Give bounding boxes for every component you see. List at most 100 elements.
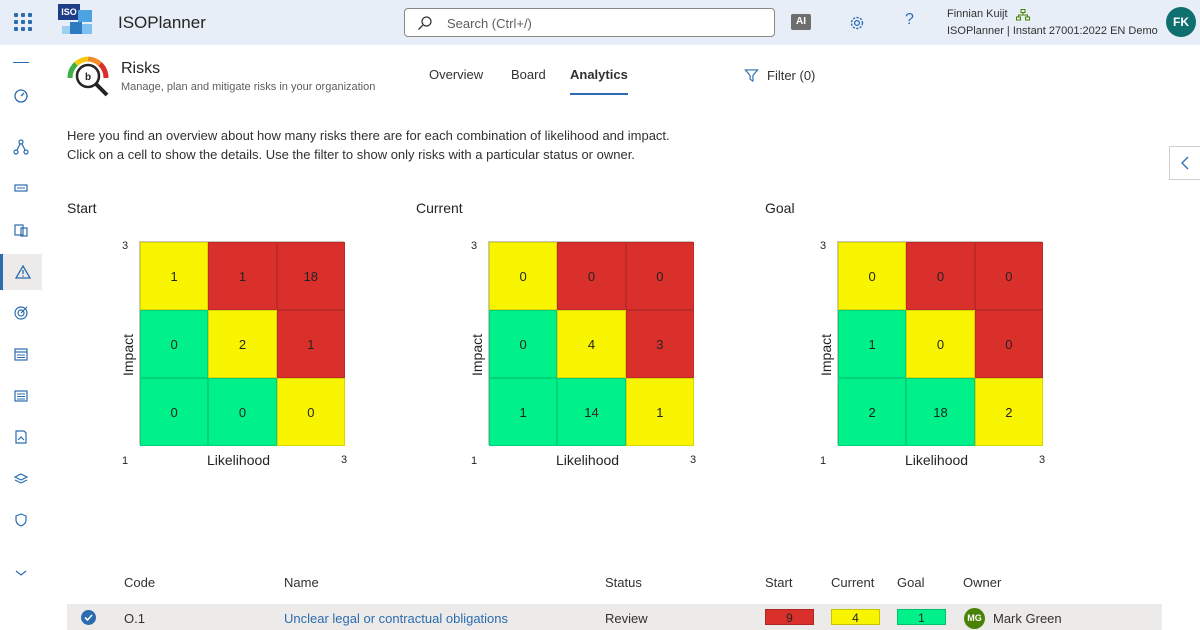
intro-text: Here you find an overview about how many…	[67, 126, 670, 164]
matrix-cell[interactable]: 1	[625, 378, 694, 446]
page-title: Risks	[121, 60, 161, 77]
matrix-cell[interactable]: 14	[557, 378, 626, 446]
rail-collapse-handle[interactable]	[13, 62, 29, 63]
nav-objectives[interactable]	[0, 295, 42, 331]
risk-matrix-grid: 0 0 0 0 4 3 1 14 1	[488, 241, 694, 446]
matrix-cell[interactable]: 0	[838, 242, 907, 310]
chevron-down-icon	[15, 570, 27, 576]
y-axis-max: 3	[820, 240, 827, 252]
nav-reports[interactable]	[0, 419, 42, 455]
matrix-cell[interactable]: 1	[838, 310, 907, 378]
nav-list[interactable]	[0, 378, 42, 414]
filter-button[interactable]: Filter (0)	[744, 68, 815, 83]
intro-line-1: Here you find an overview about how many…	[67, 128, 670, 143]
nav-dashboard[interactable]	[0, 78, 42, 114]
matrix-cell[interactable]: 3	[625, 310, 694, 378]
ai-button[interactable]: AI	[791, 14, 811, 30]
target-icon	[14, 306, 28, 320]
matrix-cell[interactable]: 18	[276, 242, 345, 310]
x-axis-min: 1	[471, 455, 478, 467]
table-row[interactable]: O.1 Unclear legal or contractual obligat…	[67, 604, 1162, 630]
x-axis-label: Likelihood	[556, 452, 620, 468]
app-launcher-icon[interactable]	[14, 13, 32, 31]
tenant-name: ISOPlanner | Instant 27001:2022 EN Demo	[947, 25, 1158, 37]
matrix-cell[interactable]: 2	[838, 378, 907, 446]
report-icon	[15, 430, 27, 444]
matrix-cell[interactable]: 0	[625, 242, 694, 310]
nav-calendar[interactable]	[0, 336, 42, 372]
shield-icon	[15, 513, 27, 527]
tab-overview[interactable]: Overview	[429, 67, 484, 82]
column-header-code[interactable]: Code	[124, 575, 156, 590]
network-icon	[13, 139, 29, 155]
matrix-cell[interactable]: 1	[140, 242, 209, 310]
org-chart-icon[interactable]	[1016, 9, 1030, 21]
matrix-cell[interactable]: 0	[557, 242, 626, 310]
nav-risks[interactable]	[0, 254, 42, 290]
nav-assets[interactable]	[0, 170, 42, 206]
matrix-cell[interactable]: 1	[208, 242, 277, 310]
gear-icon[interactable]	[848, 14, 866, 32]
column-header-current[interactable]: Current	[831, 575, 875, 590]
matrix-cell[interactable]: 0	[906, 242, 975, 310]
tab-analytics[interactable]: Analytics	[570, 67, 628, 95]
column-header-status[interactable]: Status	[605, 575, 642, 590]
x-axis-label: Likelihood	[905, 452, 969, 468]
row-name-link[interactable]: Unclear legal or contractual obligations	[284, 611, 509, 626]
matrix-cell[interactable]: 0	[208, 378, 277, 446]
matrix-cell[interactable]: 0	[140, 378, 209, 446]
intro-line-2: Click on a cell to show the details. Use…	[67, 147, 635, 162]
column-header-name[interactable]: Name	[284, 575, 319, 590]
filter-icon	[744, 69, 759, 83]
risk-matrix-grid: 1 1 18 0 2 1 0 0 0	[139, 241, 345, 446]
row-start-score: 9	[765, 609, 814, 625]
matrix-cell[interactable]: 2	[974, 378, 1043, 446]
matrix-cell[interactable]: 1	[276, 310, 345, 378]
nav-more[interactable]	[0, 555, 42, 591]
column-header-start[interactable]: Start	[765, 575, 793, 590]
nav-security[interactable]	[0, 502, 42, 538]
column-header-owner[interactable]: Owner	[963, 575, 1002, 590]
documents-icon	[14, 224, 28, 237]
logo-text: ISO	[58, 4, 80, 20]
help-icon[interactable]: ?	[905, 11, 914, 28]
row-selected-checkbox[interactable]	[81, 610, 96, 625]
row-owner[interactable]: Mark Green	[993, 611, 1062, 626]
y-axis-label: Impact	[469, 333, 485, 376]
user-avatar[interactable]: FK	[1166, 7, 1196, 37]
warning-icon	[14, 264, 31, 279]
matrix-cell[interactable]: 0	[489, 310, 558, 378]
tab-board[interactable]: Board	[511, 67, 546, 82]
left-nav-rail	[0, 45, 42, 630]
matrix-cell[interactable]: 0	[489, 242, 558, 310]
matrix-cell[interactable]: 0	[974, 242, 1043, 310]
matrix-cell[interactable]: 0	[276, 378, 345, 446]
matrix-cell[interactable]: 4	[557, 310, 626, 378]
y-axis-label: Impact	[818, 333, 834, 376]
y-axis-max: 3	[471, 240, 478, 252]
search-icon	[418, 16, 432, 30]
column-header-goal[interactable]: Goal	[897, 575, 925, 590]
x-axis-label: Likelihood	[207, 452, 271, 468]
matrix-cell[interactable]: 0	[140, 310, 209, 378]
isoplanner-logo[interactable]: ISO	[58, 4, 96, 40]
side-panel-toggle[interactable]	[1169, 146, 1200, 180]
nav-processes[interactable]	[0, 129, 42, 165]
matrix-cell[interactable]: 18	[906, 378, 975, 446]
nav-documents[interactable]	[0, 212, 42, 248]
matrix-cell[interactable]: 0	[906, 310, 975, 378]
matrix-title: Current	[416, 200, 463, 216]
search-box[interactable]	[404, 8, 775, 37]
matrix-cell[interactable]: 1	[489, 378, 558, 446]
page-subtitle: Manage, plan and mitigate risks in your …	[121, 81, 376, 93]
user-name: Finnian Kuijt	[947, 8, 1008, 20]
x-axis-min: 1	[122, 455, 129, 467]
app-title[interactable]: ISOPlanner	[118, 13, 206, 32]
list-icon	[14, 390, 28, 402]
search-input[interactable]	[447, 13, 757, 33]
matrix-start: Start 3 Impact 1 1 18 0 2 1 0 0 0 1 Likelihood 3	[67, 200, 397, 480]
matrix-cell[interactable]: 0	[974, 310, 1043, 378]
nav-layers[interactable]	[0, 461, 42, 497]
matrix-cell[interactable]: 2	[208, 310, 277, 378]
y-axis-max: 3	[122, 240, 129, 252]
